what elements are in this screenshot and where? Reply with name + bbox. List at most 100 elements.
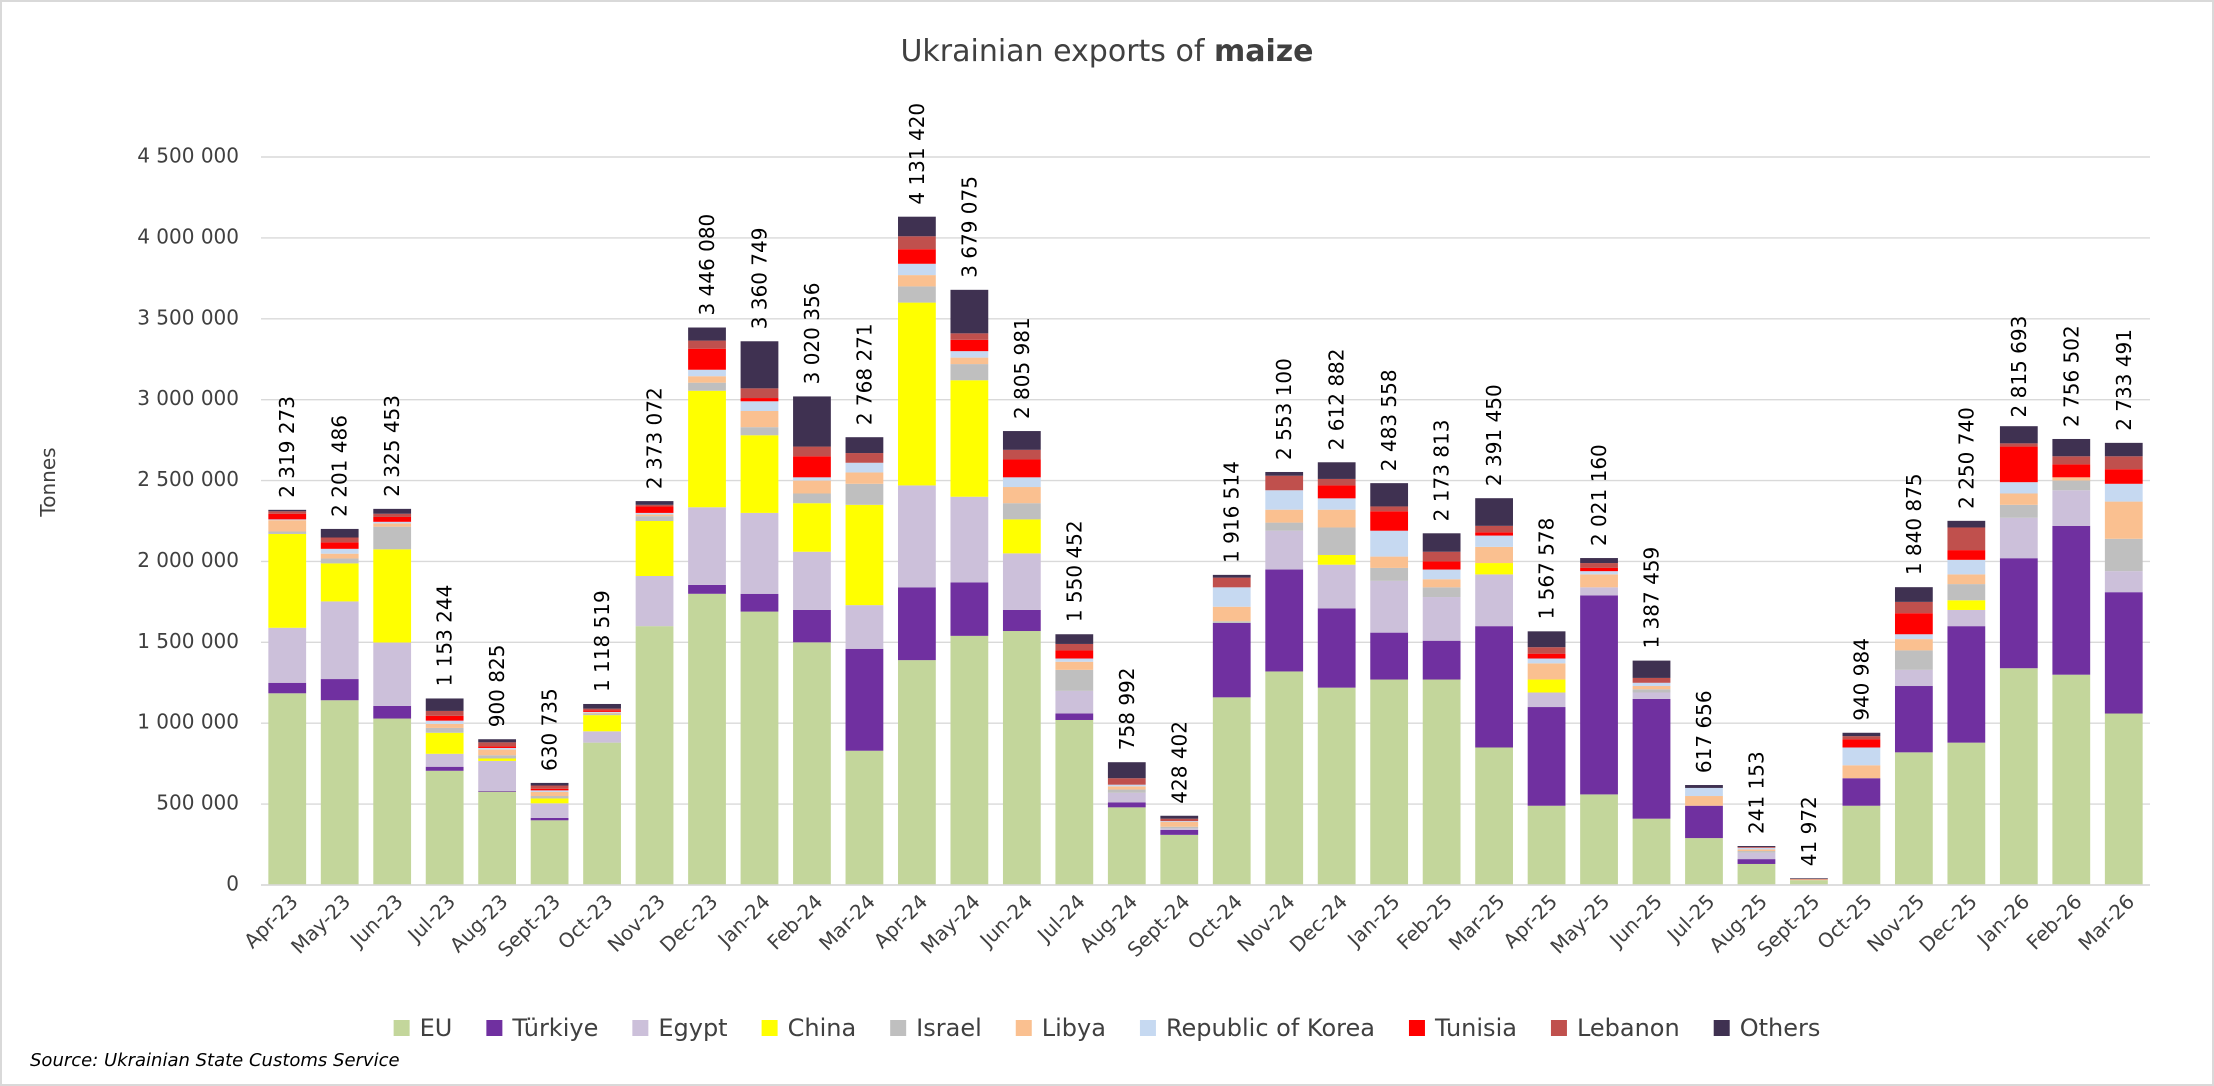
total-label: 1 567 578	[1535, 518, 1559, 620]
bar-segment	[1422, 587, 1461, 598]
legend-swatch	[486, 1020, 503, 1036]
bar-segment	[1107, 784, 1146, 787]
bar-segment	[478, 790, 517, 792]
total-label: 758 992	[1115, 667, 1139, 750]
legend-label: Lebanon	[1577, 1014, 1680, 1042]
legend-swatch	[393, 1020, 410, 1036]
bar-segment	[1580, 574, 1618, 588]
bar-segment	[1632, 692, 1671, 699]
bar-segment	[1002, 431, 1041, 450]
bar-segment	[1107, 789, 1146, 793]
total-label: 2 021 160	[1587, 444, 1611, 546]
bar-segment	[2104, 442, 2143, 457]
total-label: 2 250 740	[1954, 407, 1978, 509]
bar-segment	[740, 341, 779, 389]
bar-segment	[2052, 674, 2091, 885]
bar-segment	[373, 508, 412, 514]
bar-segment	[530, 790, 569, 792]
bar-segment	[1107, 802, 1146, 808]
bar-segment	[1002, 487, 1041, 504]
bar-segment	[320, 700, 359, 885]
bar-segment	[320, 548, 359, 554]
bar-segment	[1527, 805, 1566, 885]
bar-segment	[1842, 732, 1881, 737]
bar-segment	[1790, 878, 1828, 879]
legend-swatch	[1408, 1020, 1425, 1036]
bar-segment	[1527, 707, 1566, 806]
total-label: 2 173 813	[1430, 420, 1454, 522]
bar-segment	[1580, 587, 1618, 596]
bar-segment	[1055, 643, 1094, 651]
bar-segment	[1317, 687, 1356, 885]
bar-segment	[2104, 456, 2143, 470]
bar-segment	[845, 504, 884, 606]
total-label: 2 733 491	[2112, 329, 2136, 431]
bar-segment	[688, 369, 726, 377]
legend-swatch	[1550, 1020, 1567, 1036]
bar-segment	[478, 749, 517, 756]
bar-segment	[793, 396, 831, 447]
total-label: 1 387 459	[1640, 547, 1664, 649]
bar-segment	[1947, 609, 1986, 627]
bar-segment	[373, 705, 412, 719]
bar-segment	[320, 558, 359, 564]
bar-segment	[740, 593, 779, 612]
bar-segment	[1894, 650, 1933, 670]
bar-segment	[268, 682, 307, 694]
bar-segment	[688, 376, 726, 383]
bar-segment	[1737, 846, 1776, 848]
bar-segment	[1055, 634, 1094, 644]
bar-segment	[478, 747, 517, 750]
bar-segment	[1527, 663, 1566, 680]
total-label: 630 735	[538, 688, 562, 771]
bar-segment	[740, 398, 779, 402]
bar-segment	[320, 537, 359, 543]
bar-segment	[1160, 828, 1199, 830]
bar-segment	[1894, 587, 1933, 602]
bar-segment	[688, 327, 726, 341]
bar-segment	[1265, 569, 1304, 672]
bar-segment	[373, 516, 412, 522]
bar-segment	[793, 477, 831, 481]
total-label: 2 391 450	[1482, 384, 1506, 486]
bar-segment	[2104, 592, 2143, 714]
bar-segment	[583, 712, 621, 714]
bar-segment	[1370, 567, 1409, 581]
bar-segment	[1580, 558, 1618, 564]
bar-segment	[1160, 821, 1199, 822]
total-label: 2 319 273	[275, 396, 299, 498]
bar-segment	[425, 698, 464, 711]
bar-segment	[1317, 608, 1356, 688]
bar-segment	[583, 742, 621, 885]
bar-segment	[688, 507, 726, 585]
bar-segment	[1894, 686, 1933, 753]
bar-segment	[898, 587, 936, 661]
bar-segment	[1475, 535, 1513, 547]
bar-segment	[1265, 522, 1304, 531]
bar-segment	[373, 642, 412, 706]
bar-segment	[1475, 574, 1513, 627]
bar-segment	[1737, 847, 1776, 850]
legend-label: China	[788, 1014, 857, 1042]
bar-segment	[793, 642, 831, 885]
bar-segment	[1947, 520, 1986, 528]
bar-segment	[425, 753, 464, 767]
y-tick-label: 4 500 000	[137, 144, 239, 168]
bar-segment	[1947, 527, 1986, 551]
bar-segment	[1527, 658, 1566, 664]
bar-segment	[320, 542, 359, 549]
bar-segment	[950, 357, 989, 365]
bar-segment	[2104, 483, 2143, 502]
bar-segment	[1999, 482, 2038, 494]
bar-segment	[1002, 519, 1041, 554]
bar-segment	[373, 513, 412, 517]
bar-segment	[1632, 686, 1671, 690]
bar-segment	[635, 504, 674, 507]
total-label: 940 984	[1849, 638, 1873, 721]
y-axis-label: Tonnes	[36, 447, 60, 517]
bar-segment	[740, 410, 779, 428]
legend-label: Türkiye	[511, 1014, 598, 1042]
total-label: 3 020 356	[800, 283, 824, 385]
y-tick-label: 500 000	[156, 791, 239, 815]
bar-segment	[1265, 530, 1304, 570]
